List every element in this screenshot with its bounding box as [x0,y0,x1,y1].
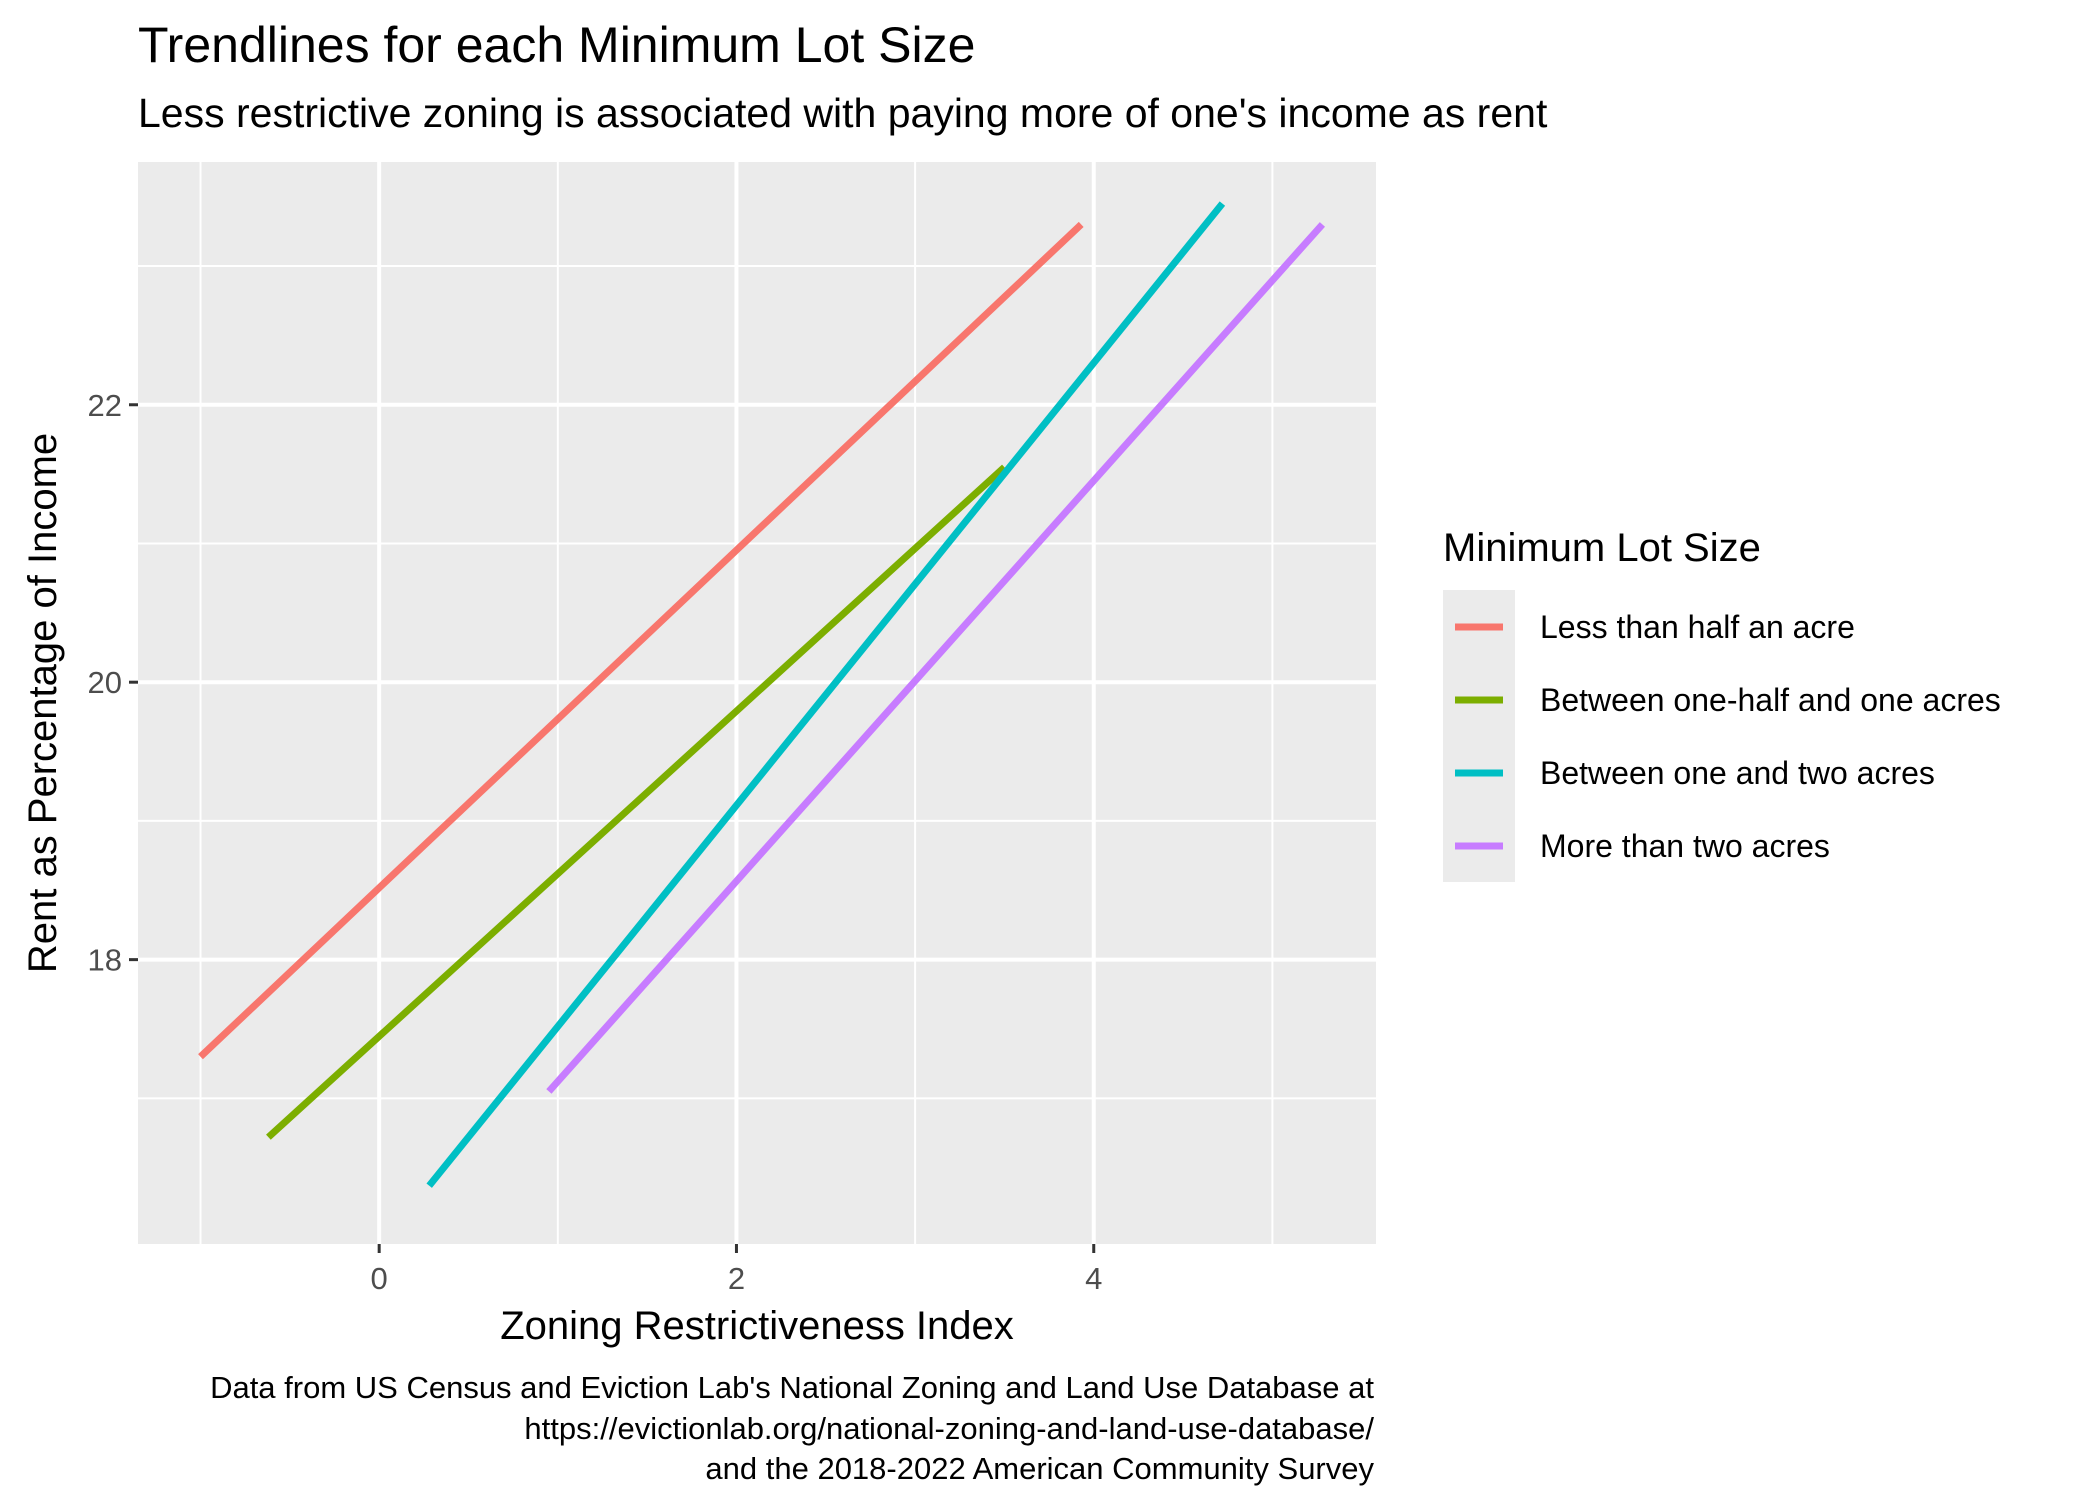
y-tick-label: 22 [88,388,122,423]
legend-label: Between one-half and one acres [1540,682,2001,718]
x-axis: 0 2 4 [371,1244,1102,1296]
trendline [198,221,1084,1060]
legend-key-background [1443,590,1515,882]
x-axis-title: Zoning Restrictiveness Index [500,1304,1014,1348]
y-tick-label: 20 [88,665,122,700]
legend-label: Between one and two acres [1540,755,1935,791]
caption-line-3: and the 2018-2022 American Community Sur… [705,1451,1374,1486]
trendline [546,222,1326,1094]
legend-label: More than two acres [1540,828,1830,864]
legend: Minimum Lot Size Less than half an acre B… [1443,526,2001,882]
caption: Data from US Census and Eviction Lab's N… [210,1370,1374,1486]
trendline [426,201,1226,1188]
y-axis-title: Rent as Percentage of Income [21,433,65,973]
caption-line-1: Data from US Census and Eviction Lab's N… [210,1370,1374,1405]
trendlines [198,201,1326,1188]
x-tick-label: 0 [371,1261,388,1296]
plot-panel [138,162,1376,1244]
chart-subtitle: Less restrictive zoning is associated wi… [138,90,1548,136]
minor-gridlines [138,162,1376,1244]
x-tick-label: 2 [728,1261,745,1296]
legend-label: Less than half an acre [1540,609,1855,645]
caption-line-2: https://evictionlab.org/national-zoning-… [524,1411,1374,1446]
x-tick-label: 4 [1085,1261,1102,1296]
y-axis: 18 20 22 [88,388,138,978]
chart-title: Trendlines for each Minimum Lot Size [138,17,975,73]
y-tick-label: 18 [88,943,122,978]
trendline [266,464,1007,1140]
major-gridlines [138,162,1376,1244]
legend-title: Minimum Lot Size [1443,526,1761,570]
